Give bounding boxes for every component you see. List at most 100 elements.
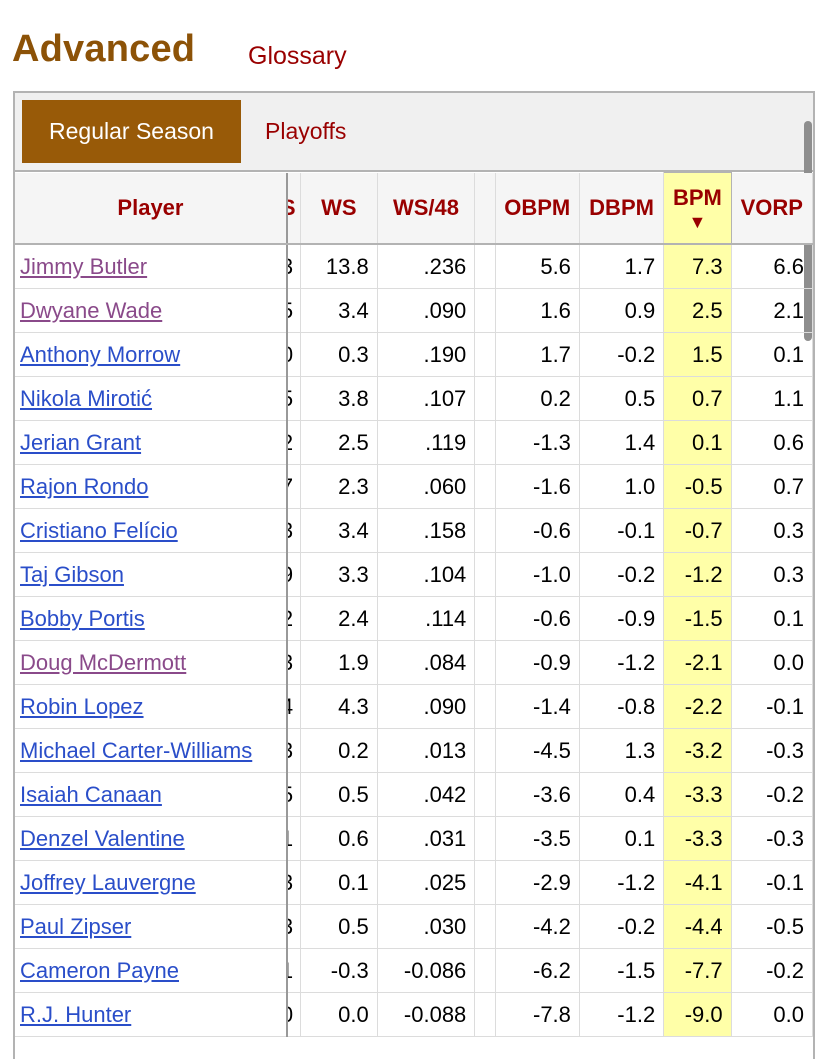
spacer-cell (474, 816, 496, 861)
tab-regular-season[interactable]: Regular Season (22, 100, 241, 163)
player-link[interactable]: Robin Lopez (20, 693, 144, 719)
spacer-cell (474, 772, 496, 817)
table-row: Cristiano Felício 3 3.4.158 -0.6-0.1-0.70.3 (15, 508, 814, 553)
dbpm-cell: 1.0 (579, 464, 665, 509)
player-link[interactable]: Bobby Portis (20, 605, 145, 631)
ws48-cell: .042 (377, 772, 476, 817)
bpm-cell: -3.3 (663, 772, 732, 817)
table-row: Jimmy Butler 3 13.8.236 5.61.77.36.6 (15, 244, 814, 289)
ws-cell: 3.4 (300, 508, 378, 553)
bpm-cell: 2.5 (663, 288, 732, 333)
player-link[interactable]: Dwyane Wade (20, 297, 163, 323)
partial-cell: 3 (286, 904, 301, 949)
partial-value: 1 (287, 826, 293, 852)
obpm-cell: 0.2 (495, 376, 580, 421)
partial-value: 3 (287, 518, 293, 544)
partial-cell: 3 (286, 860, 301, 905)
vorp-cell: 0.0 (731, 640, 814, 685)
bpm-cell: -3.2 (663, 728, 732, 773)
column-header-player[interactable]: Player (15, 172, 288, 245)
dbpm-cell: 1.7 (579, 244, 665, 289)
bpm-cell: -3.3 (663, 816, 732, 861)
partial-value: 2 (287, 606, 293, 632)
partial-value: 0 (287, 342, 293, 368)
partial-cell: 3 (286, 640, 301, 685)
table-row: Cameron Payne 1 -0.3-0.086 -6.2-1.5-7.7-0.2 (15, 948, 814, 993)
vorp-cell: 6.6 (731, 244, 814, 289)
bpm-cell: -0.7 (663, 508, 732, 553)
partial-value: 3 (287, 254, 293, 280)
partial-value: 0 (287, 1002, 293, 1028)
player-link[interactable]: Cameron Payne (20, 957, 179, 983)
glossary-link[interactable]: Glossary (248, 42, 347, 70)
ws-cell: 0.5 (300, 904, 378, 949)
column-header-dbpm[interactable]: DBPM (579, 172, 665, 245)
ws48-cell: .190 (377, 332, 476, 377)
obpm-cell: -4.2 (495, 904, 580, 949)
spacer-cell (474, 420, 496, 465)
spacer-cell (474, 640, 496, 685)
table-row: Nikola Mirotić 5 3.8.107 0.20.50.71.1 (15, 376, 814, 421)
sort-descending-icon: ▼ (688, 212, 707, 232)
player-link[interactable]: Jimmy Butler (20, 253, 148, 279)
obpm-cell: -1.3 (495, 420, 580, 465)
column-header-ws48[interactable]: WS/48 (377, 172, 476, 245)
ws48-cell: .090 (377, 288, 476, 333)
partial-cell: 2 (286, 420, 301, 465)
player-cell: Isaiah Canaan (15, 772, 288, 817)
partial-cell: 5 (286, 376, 301, 421)
player-link[interactable]: Rajon Rondo (20, 473, 149, 499)
player-link[interactable]: Doug McDermott (20, 649, 187, 675)
season-tabs: Regular Season Playoffs (15, 93, 813, 341)
ws48-cell: .236 (377, 244, 476, 289)
partial-cell: 9 (286, 552, 301, 597)
player-link[interactable]: Paul Zipser (20, 913, 132, 939)
player-link[interactable]: Cristiano Felício (20, 517, 178, 543)
table-row: Dwyane Wade 5 3.4.090 1.60.92.52.1 (15, 288, 814, 333)
bpm-cell: -1.5 (663, 596, 732, 641)
partial-value: 7 (287, 474, 293, 500)
vorp-cell: 0.1 (731, 332, 814, 377)
obpm-cell: 5.6 (495, 244, 580, 289)
ws-cell: 3.3 (300, 552, 378, 597)
ws48-cell: -0.086 (377, 948, 476, 993)
spacer-cell (474, 244, 496, 289)
obpm-cell: -1.6 (495, 464, 580, 509)
player-link[interactable]: R.J. Hunter (20, 1001, 132, 1027)
player-cell: R.J. Hunter (15, 992, 288, 1037)
player-link[interactable]: Joffrey Lauvergne (20, 869, 196, 895)
column-header-obpm[interactable]: OBPM (495, 172, 580, 245)
spacer-cell (474, 684, 496, 729)
player-link[interactable]: Denzel Valentine (20, 825, 185, 851)
player-link[interactable]: Isaiah Canaan (20, 781, 162, 807)
advanced-stats-table: Player S WS WS/48 OBPM DBPM BPM ▼ VORP J… (15, 172, 814, 1037)
spacer-cell (474, 376, 496, 421)
table-row: Paul Zipser 3 0.5.030 -4.2-0.2-4.4-0.5 (15, 904, 814, 949)
player-link[interactable]: Nikola Mirotić (20, 385, 153, 411)
bpm-cell: 7.3 (663, 244, 732, 289)
player-link[interactable]: Anthony Morrow (20, 341, 181, 367)
player-link[interactable]: Jerian Grant (20, 429, 142, 455)
column-header-bpm[interactable]: BPM ▼ (663, 172, 732, 245)
tab-playoffs[interactable]: Playoffs (265, 118, 347, 144)
table-row: Michael Carter-Williams 3 0.2.013 -4.51.3-3… (15, 728, 814, 773)
dbpm-cell: 1.3 (579, 728, 665, 773)
spacer-cell (474, 332, 496, 377)
ws-cell: 0.6 (300, 816, 378, 861)
player-link[interactable]: Michael Carter-Williams (20, 737, 253, 763)
obpm-cell: -0.9 (495, 640, 580, 685)
column-header-partial[interactable]: S (286, 172, 301, 245)
partial-value: 4 (287, 694, 293, 720)
ws-cell: 0.1 (300, 860, 378, 905)
column-header-ws[interactable]: WS (300, 172, 378, 245)
obpm-cell: -6.2 (495, 948, 580, 993)
player-cell: Taj Gibson (15, 552, 288, 597)
player-link[interactable]: Taj Gibson (20, 561, 124, 587)
vorp-cell: 2.1 (731, 288, 814, 333)
obpm-cell: -4.5 (495, 728, 580, 773)
spacer-cell (474, 860, 496, 905)
vorp-cell: -0.3 (731, 816, 814, 861)
column-header-vorp[interactable]: VORP (731, 172, 814, 245)
vorp-cell: 0.1 (731, 596, 814, 641)
bpm-cell: 1.5 (663, 332, 732, 377)
